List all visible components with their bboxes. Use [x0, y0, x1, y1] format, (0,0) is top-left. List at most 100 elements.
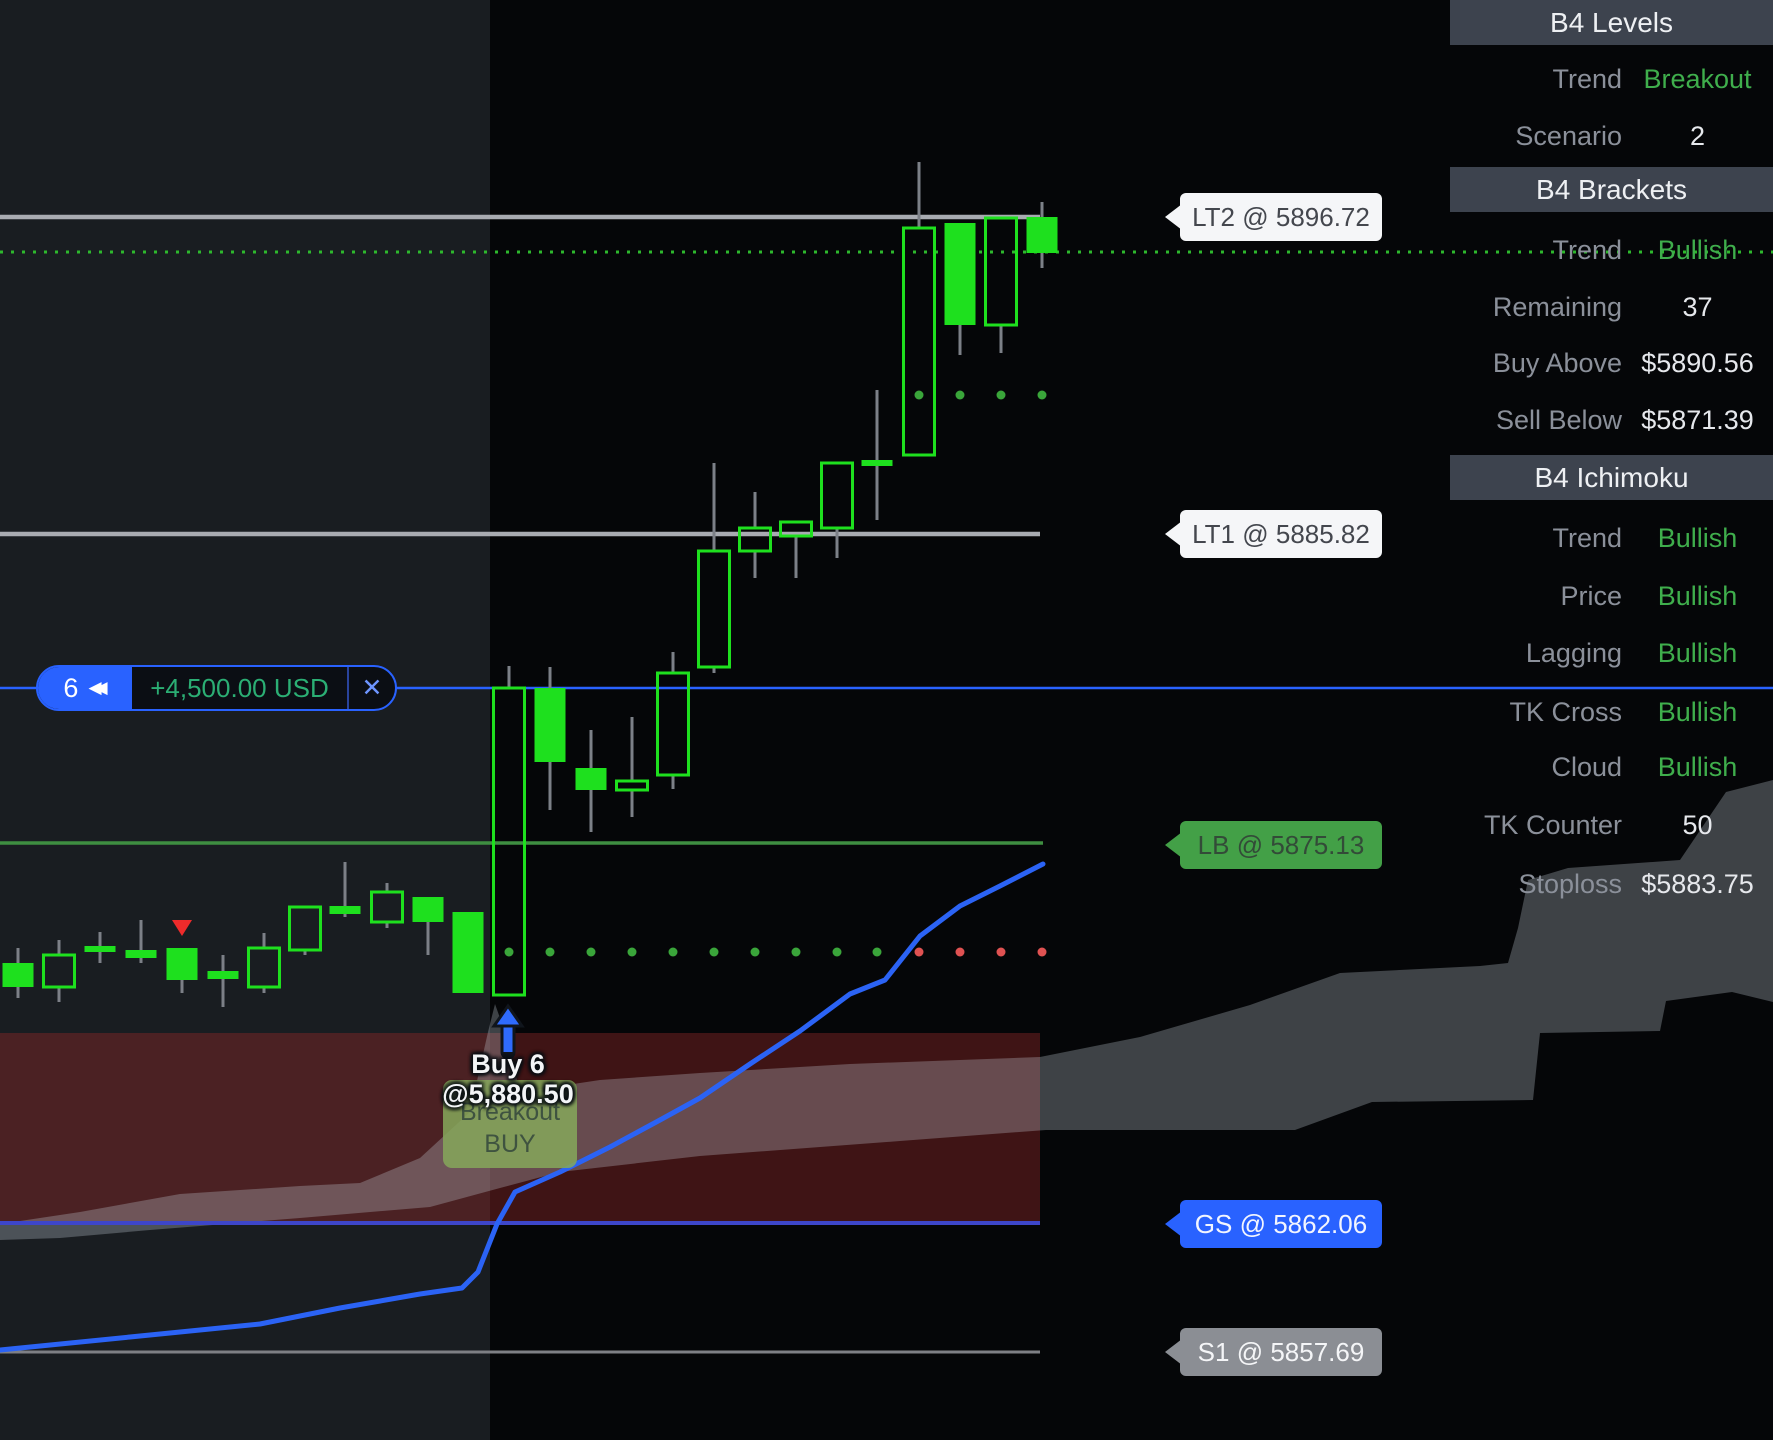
candle-hollow [615, 779, 649, 792]
signal-dot [955, 390, 965, 400]
candle-hollow [42, 953, 76, 989]
position-quantity[interactable]: 6 ◀◀ [38, 667, 132, 709]
panel-row-label: Remaining [1492, 291, 1622, 322]
panel-row-value: 2 [1689, 120, 1706, 151]
candle-hollow [697, 549, 731, 669]
breakout-box-line1: Breakout [459, 1098, 561, 1126]
panel-row-value: Bullish [1657, 637, 1738, 668]
panel-row-label: Sell Below [1495, 404, 1622, 435]
panel-row-remaining: Remaining 37 [1450, 287, 1773, 327]
lt2-price-tag: LT2 @ 5896.72 [1180, 193, 1382, 241]
candle-hollow [779, 520, 813, 538]
candle-solid [412, 897, 444, 922]
candle-solid [452, 912, 484, 993]
panel-row-stoploss: Stoploss $5883.75 [1450, 864, 1773, 904]
buy-marker-label: Buy 6 [471, 1049, 545, 1079]
candle-solid [1026, 217, 1058, 253]
s1-price-tag: S1 @ 5857.69 [1180, 1328, 1382, 1376]
candle-hollow [247, 946, 281, 989]
candle-hollow [492, 686, 526, 997]
panel-row-value: 37 [1682, 291, 1713, 322]
panel-row-value: 50 [1682, 809, 1713, 840]
panel-row-price: Price Bullish [1450, 576, 1773, 616]
candle-solid [125, 950, 157, 958]
signal-dot [996, 947, 1006, 957]
gs-price-tag: GS @ 5862.06 [1180, 1200, 1382, 1248]
panel-header-b4-ichimoku: B4 Ichimoku [1450, 455, 1773, 500]
position-pill[interactable]: 6 ◀◀ +4,500.00 USD ✕ [36, 665, 397, 711]
signal-dot [709, 947, 719, 957]
candle-solid [84, 946, 116, 952]
panel-row-label: Buy Above [1492, 347, 1622, 378]
position-pnl: +4,500.00 USD [150, 672, 329, 703]
candle-hollow [370, 890, 404, 924]
panel-row-cloud: Cloud Bullish [1450, 747, 1773, 787]
candle-hollow [984, 216, 1018, 327]
panel-row-tk-cross: TK Cross Bullish [1450, 692, 1773, 732]
candle-hollow [902, 226, 936, 457]
candle-hollow [820, 461, 854, 530]
ichimoku-baseline [0, 861, 1046, 1353]
panel-row-buy-above: Buy Above $5890.56 [1450, 343, 1773, 383]
signal-dot [504, 947, 514, 957]
candle-hollow [288, 905, 322, 952]
panel-row-label: Cloud [1551, 751, 1622, 782]
candle-solid [329, 906, 361, 914]
panel-row-value: Bullish [1657, 751, 1738, 782]
lb-price-tag: LB @ 5875.13 [1180, 821, 1382, 869]
candle-hollow [656, 671, 690, 777]
panel-row-trend: Trend Bullish [1450, 230, 1773, 270]
panel-row-sell-below: Sell Below $5871.39 [1450, 400, 1773, 440]
breakout-buy-box: Breakout BUY [443, 1080, 577, 1168]
panel-row-label: Trend [1552, 63, 1622, 94]
panel-row-scenario: Scenario 2 [1450, 116, 1773, 156]
indicator-panel: B4 Levels Trend Breakout Scenario 2 B4 Bracke… [1450, 0, 1773, 1440]
signal-dot [750, 947, 760, 957]
panel-row-value: Bullish [1657, 522, 1738, 553]
close-position-icon[interactable]: ✕ [347, 667, 395, 709]
candle-solid [534, 688, 566, 762]
panel-row-label: Lagging [1525, 637, 1622, 668]
panel-row-value: Bullish [1657, 696, 1738, 727]
signal-dot [791, 947, 801, 957]
panel-row-label: Scenario [1515, 120, 1622, 151]
signal-dot [914, 390, 924, 400]
ichimoku-cloud [0, 780, 1773, 1240]
panel-row-lagging: Lagging Bullish [1450, 633, 1773, 673]
panel-row-trend: Trend Bullish [1450, 518, 1773, 558]
candle-solid [166, 948, 198, 980]
panel-row-value: Breakout [1643, 63, 1752, 94]
buy-marker-price: @5,880.50 [442, 1079, 574, 1109]
signal-dot [832, 947, 842, 957]
signal-dot [545, 947, 555, 957]
signal-dot [1037, 947, 1047, 957]
panel-row-value: $5890.56 [1641, 347, 1754, 378]
buy-arrow-icon [491, 1003, 525, 1028]
rewind-icon[interactable]: ◀◀ [88, 678, 107, 697]
panel-row-tk-counter: TK Counter 50 [1450, 805, 1773, 845]
panel-row-label: TK Cross [1509, 696, 1622, 727]
panel-row-label: Price [1560, 580, 1622, 611]
signal-dot [1037, 390, 1047, 400]
signal-dot [627, 947, 637, 957]
panel-header-b4-levels: B4 Levels [1450, 0, 1773, 45]
candle-solid [575, 768, 607, 790]
panel-row-value: Bullish [1657, 580, 1738, 611]
candle-hollow [738, 526, 772, 553]
panel-row-label: Stoploss [1518, 868, 1622, 899]
sell-signal-icon [172, 920, 192, 936]
signal-dot [996, 390, 1006, 400]
panel-row-value: $5871.39 [1641, 404, 1754, 435]
lt1-price-tag: LT1 @ 5885.82 [1180, 510, 1382, 558]
panel-row-value: $5883.75 [1641, 868, 1754, 899]
candle-solid [944, 223, 976, 325]
signal-dot [586, 947, 596, 957]
candle-solid [861, 460, 893, 466]
signal-dot [872, 947, 882, 957]
breakout-box-line2: BUY [484, 1130, 536, 1158]
signal-dot [914, 947, 924, 957]
candle-solid [207, 971, 239, 979]
position-qty-value: 6 [63, 672, 79, 703]
